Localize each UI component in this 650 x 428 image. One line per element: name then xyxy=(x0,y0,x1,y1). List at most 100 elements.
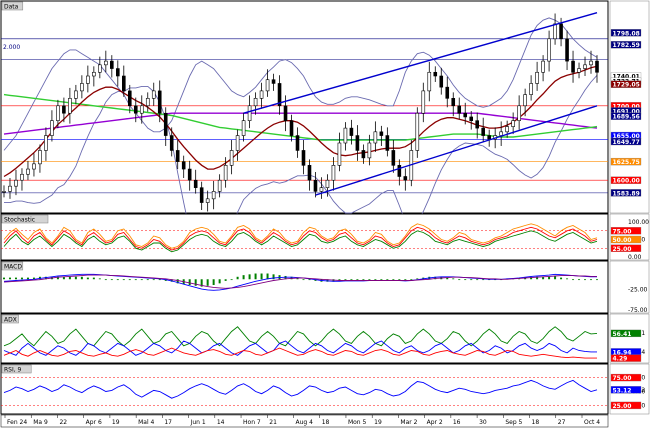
macd-histogram-bar xyxy=(158,279,161,281)
price-tag-box xyxy=(610,386,642,394)
price-tag: 75.00 xyxy=(610,373,642,382)
price-tag-label: 1782.59 xyxy=(613,42,640,49)
price-tag-box xyxy=(610,176,642,184)
price-tag-box xyxy=(610,329,642,338)
candle-body xyxy=(379,131,384,136)
price-tag-box xyxy=(610,29,642,37)
x-tick-label: 17 xyxy=(164,419,172,426)
price-tag: 1729.05 xyxy=(610,80,642,89)
macd-histogram-bar xyxy=(386,279,389,281)
candle-body xyxy=(349,127,354,136)
candle-body xyxy=(26,168,30,175)
candle-body xyxy=(295,135,300,151)
bollinger-mid-line xyxy=(3,65,598,178)
price-tag-label: 1649.77 xyxy=(613,139,640,146)
x-tick-label: 22 xyxy=(59,419,67,426)
price-tag-label: 1625.75 xyxy=(613,159,640,166)
price-tag: 4.29 xyxy=(610,354,642,363)
candle-body xyxy=(475,120,480,129)
price-tag: 50.00 xyxy=(610,235,642,244)
candle-body xyxy=(571,60,575,73)
candle-body xyxy=(595,60,599,73)
x-tick-label: 16 xyxy=(453,419,461,426)
price-tag-box xyxy=(610,41,642,49)
bollinger-lower-line xyxy=(4,74,598,274)
candle-body xyxy=(241,120,246,136)
price-tag: 1600.00 xyxy=(610,176,642,185)
x-tick-label: Aug 4 xyxy=(296,419,314,426)
channel-line xyxy=(243,12,598,114)
candle-body xyxy=(325,179,330,188)
macd-histogram-bar xyxy=(152,279,155,281)
price-tag: 1625.75 xyxy=(610,157,642,166)
macd-histogram-bar xyxy=(68,276,71,280)
candle-body xyxy=(110,60,114,69)
macd-histogram-bar xyxy=(200,279,203,287)
plot-frame xyxy=(0,313,609,364)
macd-histogram-bar xyxy=(362,279,365,281)
candle-body xyxy=(277,83,282,107)
candle-body xyxy=(463,112,468,118)
price-tag: 1689.56 xyxy=(610,112,642,121)
panel-data: Data2.0001798.081782.591740.011733.71172… xyxy=(0,0,650,274)
price-tag: 1782.59 xyxy=(610,41,642,49)
candle-body xyxy=(14,179,18,187)
x-tick-label: Sep 5 xyxy=(505,419,522,426)
x-tick-label: Fen 24 xyxy=(7,419,27,426)
candle-body xyxy=(62,105,66,114)
macd-histogram-bar xyxy=(14,277,17,280)
candle-body xyxy=(193,179,198,188)
macd-histogram-bar xyxy=(482,279,485,281)
candle-body xyxy=(133,105,138,114)
candle-body xyxy=(205,198,210,203)
macd-histogram-bar xyxy=(224,279,227,281)
candle-body xyxy=(481,127,485,136)
candle-body xyxy=(499,131,503,136)
channel-line xyxy=(315,105,598,196)
candle-body xyxy=(313,179,318,192)
macd-histogram-bar xyxy=(188,279,191,285)
price-tag-box xyxy=(610,227,642,235)
macd-histogram-bar xyxy=(590,279,593,281)
candle-body xyxy=(391,150,396,166)
panel-title-box xyxy=(1,214,49,224)
macd-histogram-bar xyxy=(194,279,197,286)
macd-histogram-bar xyxy=(374,279,377,281)
x-tick-label: 18 xyxy=(322,419,330,426)
candle-body xyxy=(56,105,60,121)
macd-histogram-bar xyxy=(122,279,125,281)
macd-histogram-bar xyxy=(572,279,575,281)
macd-histogram-bar xyxy=(470,279,473,281)
price-tag: 1649.77 xyxy=(610,137,642,146)
candle-body xyxy=(2,191,6,193)
macd-histogram-bar xyxy=(446,277,449,280)
macd-histogram-bar xyxy=(92,277,95,280)
x-tick-label: 18 xyxy=(532,419,540,426)
price-tag: 75.00 xyxy=(610,227,642,235)
macd-histogram-bar xyxy=(458,279,461,281)
candle-body xyxy=(529,83,533,95)
price-tag-label: 75.00 xyxy=(613,375,632,382)
axis-tick-label: -75.00 xyxy=(628,307,648,314)
price-tag-label: 1655.00 xyxy=(613,133,640,140)
candle-body xyxy=(235,135,240,151)
macd-histogram-bar xyxy=(140,279,143,281)
macd-histogram-bar xyxy=(212,279,215,285)
x-axis-frame xyxy=(0,414,609,428)
candle-body xyxy=(433,71,438,77)
candle-body xyxy=(104,60,108,66)
x-tick-label: 30 xyxy=(479,419,487,426)
candle-body xyxy=(511,120,515,127)
macd-histogram-bar xyxy=(476,279,479,281)
candle-body xyxy=(271,79,276,84)
candle-body xyxy=(427,71,432,92)
panel-left-label: 2.000 xyxy=(3,44,20,51)
price-tag: 25.00 xyxy=(610,244,642,253)
macd-histogram-bar xyxy=(536,276,539,280)
macd-histogram-bar xyxy=(452,278,455,280)
macd-histogram-bar xyxy=(206,279,209,286)
candle-body xyxy=(331,165,336,181)
ma-purple-line xyxy=(3,112,598,135)
